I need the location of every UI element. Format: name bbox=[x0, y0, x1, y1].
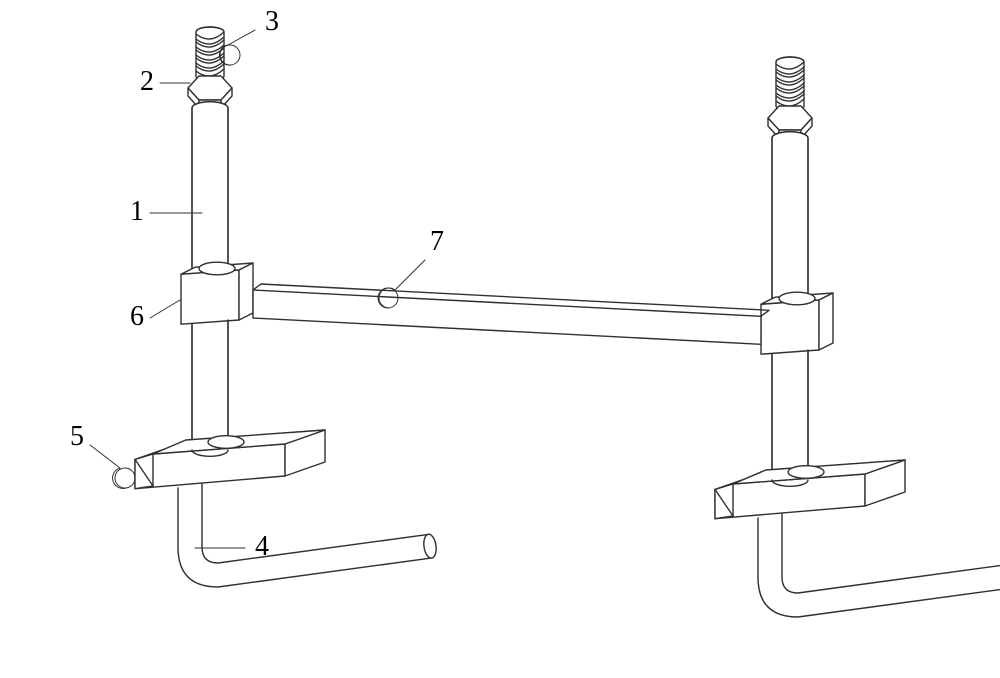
label-n5: 5 bbox=[70, 421, 84, 452]
label-n2: 2 bbox=[140, 66, 154, 97]
label-n1: 1 bbox=[130, 196, 144, 227]
label-n7: 7 bbox=[430, 226, 444, 257]
label-n3: 3 bbox=[265, 6, 279, 37]
label-n4: 4 bbox=[255, 531, 269, 562]
label-n6: 6 bbox=[130, 301, 144, 332]
